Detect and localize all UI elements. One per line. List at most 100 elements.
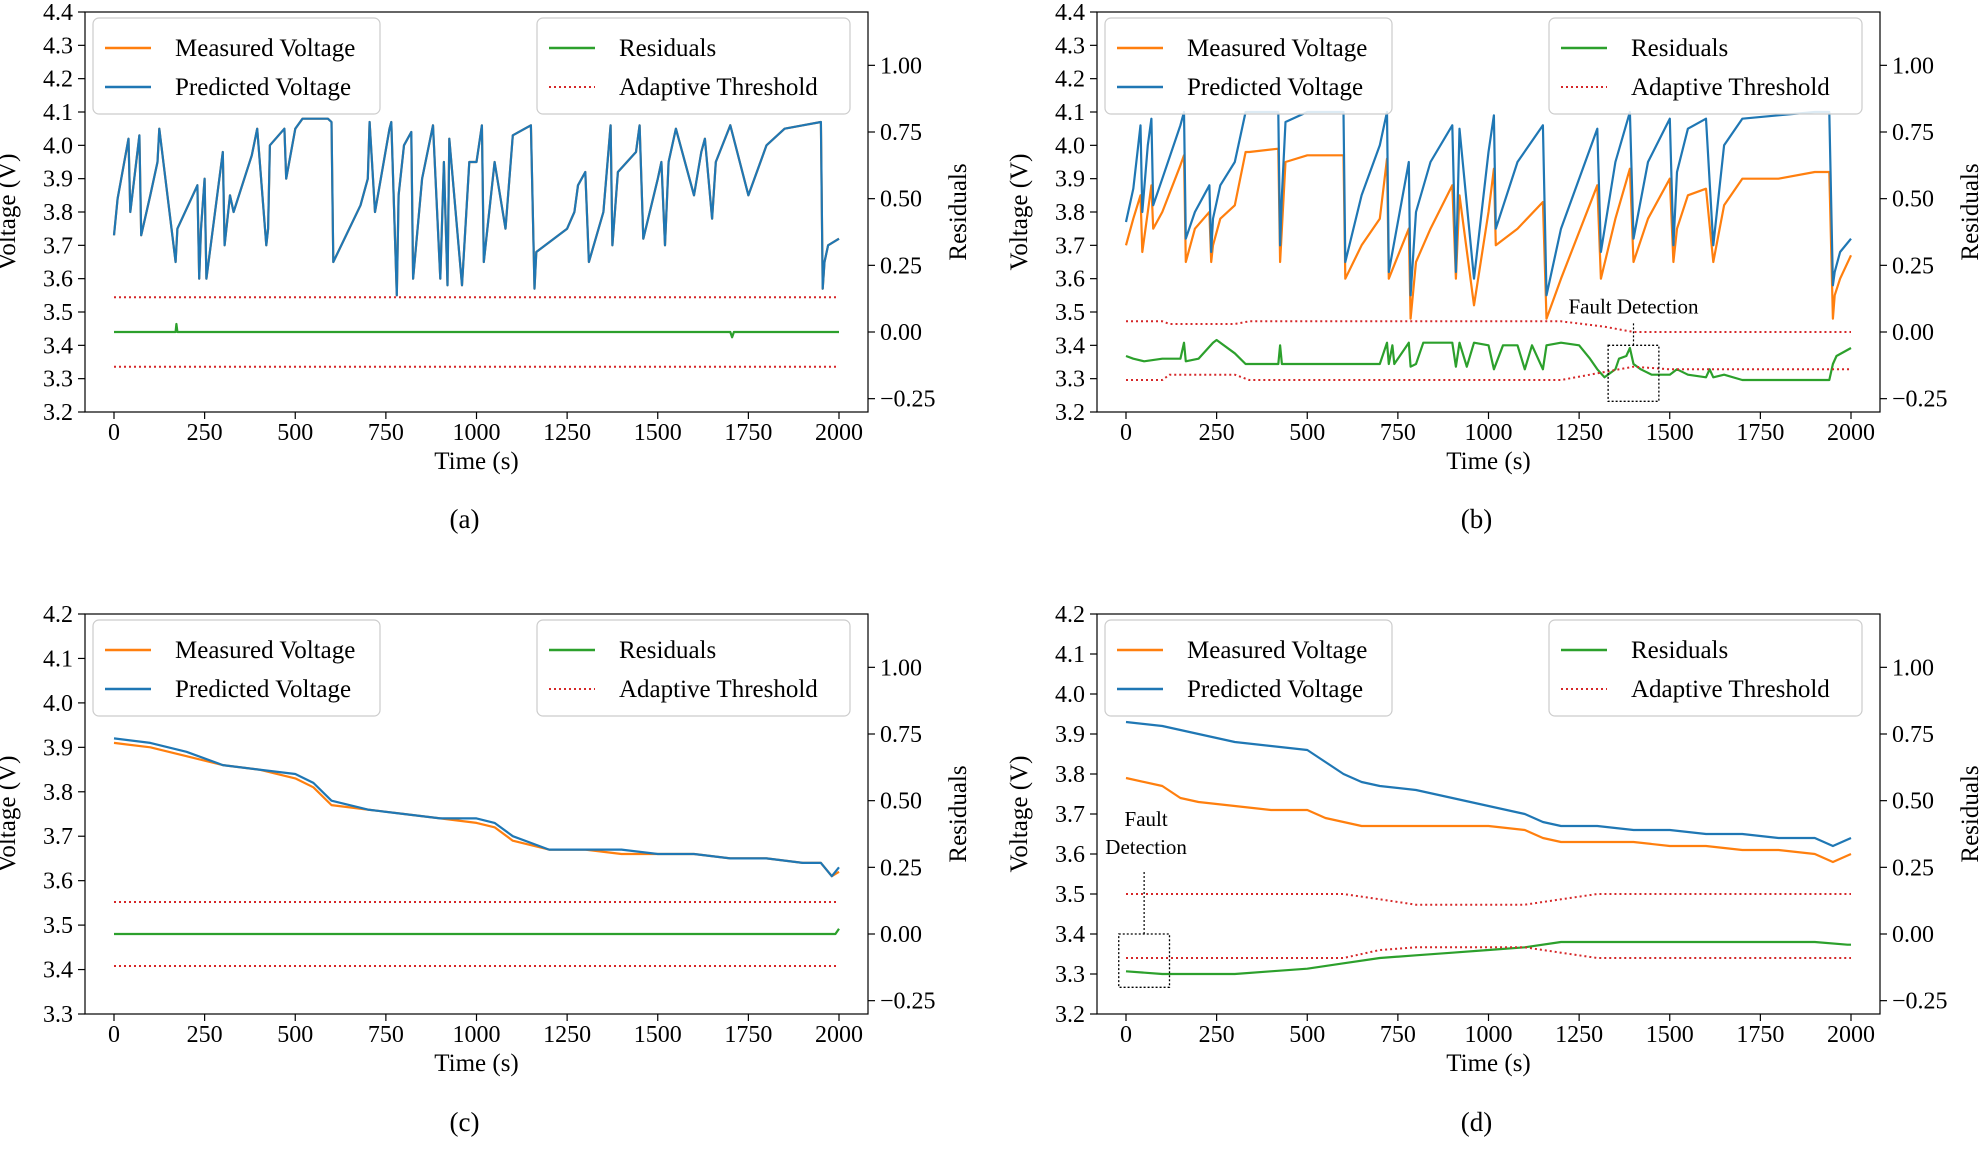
legend-label-residuals: Residuals [1631,637,1728,664]
panel-caption: (c) [450,1107,480,1137]
y-tick-label: 4.3 [43,33,73,59]
plot-area [1124,110,1852,382]
y-axis-label: Voltage (V) [1006,154,1033,271]
x-tick-label: 1750 [1736,1022,1784,1048]
y-tick-label: 3.5 [43,913,73,939]
x-axis-label: Time (s) [434,1050,519,1077]
legend-voltage: Measured Voltage Predicted Voltage [1104,619,1393,717]
y-tick-label: 3.5 [1055,300,1085,326]
y-tick-label: 3.2 [1055,1002,1085,1028]
x-tick-label: 1750 [724,420,772,446]
panel-b: 0 250 500 750 1000 1250 1500 1750 2000 3.2 3.3 3.4 3… [1006,0,1980,534]
x-tick-label: 1750 [724,1022,772,1048]
y-tick-label: 3.2 [43,400,73,426]
x-tick-label: 750 [368,1022,404,1048]
x-axis-label: Time (s) [434,448,519,475]
x-tick-label: 2000 [815,420,863,446]
y-tick-label: 3.4 [43,333,73,359]
legend-label-measured: Measured Voltage [1187,637,1367,664]
series-residuals [114,928,840,936]
x-tick-label: 250 [1199,1022,1235,1048]
legend-label-residuals: Residuals [1631,35,1728,62]
y2-tick-label: 0.00 [880,922,922,948]
legend-voltage: Measured Voltage Predicted Voltage [92,17,381,115]
y2-axis-label: Residuals [945,163,972,260]
panel-d: 0 250 500 750 1000 1250 1500 1750 2000 3.2 3.3 3.4 3… [1006,602,1980,1137]
x-tick-label: 0 [1120,420,1132,446]
x-tick-label: 1000 [1465,1022,1513,1048]
legend-voltage: Measured Voltage Predicted Voltage [1104,17,1393,115]
x-tick-label: 1000 [1465,420,1513,446]
y2-tick-label: 0.25 [1892,253,1934,279]
legend-label-predicted: Predicted Voltage [1187,676,1363,703]
fault-detection-label-line1: Fault [1125,807,1168,831]
series-residuals [1125,338,1852,382]
y-tick-label: 3.3 [1055,962,1085,988]
fault-detection-label-line2: Detection [1105,835,1187,859]
x-tick-label: 1500 [634,420,682,446]
fault-detection-label: Fault Detection [1568,294,1699,318]
legend-box [1104,619,1393,717]
y-tick-label: 3.2 [1055,400,1085,426]
y2-tick-label: 1.00 [880,655,922,681]
series-measured-voltage [112,117,840,297]
y-tick-label: 3.8 [43,780,73,806]
legend-label-measured: Measured Voltage [175,35,355,62]
y-tick-label: 3.8 [1055,200,1085,226]
x-tick-label: 250 [187,1022,223,1048]
legend-label-predicted: Predicted Voltage [175,676,351,703]
y-tick-label: 3.9 [43,735,73,761]
y-tick-label: 3.4 [43,958,73,984]
legend-box [1548,619,1863,717]
legend-label-threshold: Adaptive Threshold [1631,74,1830,101]
y-tick-label: 4.1 [1055,100,1085,126]
panel-c: 0 250 500 750 1000 1250 1500 1750 2000 3.3 3.4 3.5 3… [0,602,972,1137]
legend-box [92,17,381,115]
y-tick-label: 3.3 [1055,367,1085,393]
y-tick-label: 4.0 [1055,133,1085,159]
fault-detection-annotation: Fault Detection [1568,294,1699,402]
y-tick-label: 3.8 [1055,762,1085,788]
y2-tick-label: 0.00 [1892,922,1934,948]
y-tick-label: 3.9 [43,167,73,193]
y2-tick-label: −0.25 [880,989,936,1015]
legend-residuals: Residuals Adaptive Threshold [1548,17,1863,115]
x-tick-label: 750 [1380,420,1416,446]
y2-tick-label: 0.50 [880,789,922,815]
legend-box [92,619,381,717]
x-tick-label: 1250 [543,1022,591,1048]
plot-area [112,117,840,368]
y2-tick-label: 1.00 [880,53,922,79]
y2-tick-label: −0.25 [880,387,936,413]
x-tick-label: 1000 [453,1022,501,1048]
legend-label-measured: Measured Voltage [175,637,355,664]
panel-caption: (a) [450,504,480,534]
series-adaptive-threshold-upper [1126,320,1851,333]
y2-axis-label: Residuals [1957,765,1980,862]
panel-a: 0 250 500 750 1000 1250 1500 1750 2000 3.2 3.3 3.4 3… [0,0,972,534]
x-tick-label: 2000 [815,1022,863,1048]
y-tick-label: 3.4 [1055,922,1085,948]
legend-box [1104,17,1393,115]
y-tick-label: 3.7 [43,233,73,259]
panel-caption: (b) [1461,504,1492,534]
series-predicted-voltage [112,117,840,297]
x-axis-label: Time (s) [1446,1050,1531,1077]
series-adaptive-threshold-lower [1126,946,1851,959]
series-predicted-voltage [1125,720,1852,848]
legend-label-residuals: Residuals [619,637,716,664]
y-tick-label: 4.1 [43,646,73,672]
y2-tick-label: 0.00 [1892,320,1934,346]
legend-box [536,619,851,717]
y-tick-label: 4.1 [1055,642,1085,668]
x-axis-label: Time (s) [1446,448,1531,475]
y-tick-label: 4.3 [1055,33,1085,59]
x-tick-label: 1500 [634,1022,682,1048]
y2-tick-label: −0.25 [1892,387,1948,413]
panel-caption: (d) [1461,1107,1492,1137]
series-residuals [1125,940,1851,976]
y2-tick-label: −0.25 [1892,989,1948,1015]
series-residuals [114,322,839,339]
plot-area [113,737,840,967]
x-tick-label: 500 [1289,420,1325,446]
